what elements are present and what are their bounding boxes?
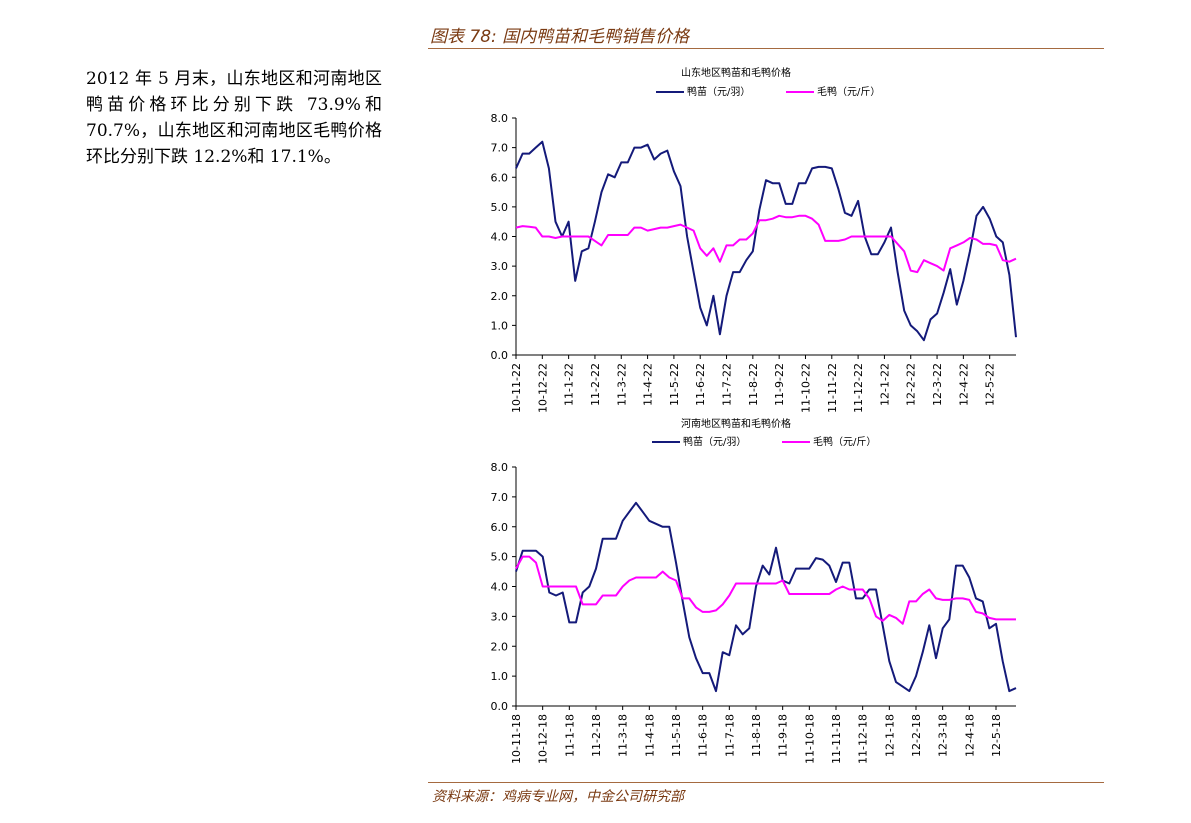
x-tick-label: 11-11-22 xyxy=(826,363,839,413)
series-line-meat-duck xyxy=(515,555,1016,625)
x-tick-label: 11-4-22 xyxy=(642,363,655,406)
x-tick-label: 11-5-18 xyxy=(670,714,683,757)
y-tick-label: 2.0 xyxy=(491,290,509,303)
x-tick-label: 12-3-18 xyxy=(937,714,950,757)
legend-label-duckling: 鸭苗（元/羽） xyxy=(683,435,746,448)
x-tick-label: 11-1-22 xyxy=(563,363,576,406)
x-tick-label: 11-7-22 xyxy=(721,363,734,406)
x-tick-label: 11-8-22 xyxy=(747,363,760,406)
series-line-duckling xyxy=(515,140,1017,342)
x-tick-label: 12-4-22 xyxy=(957,363,970,406)
figure-title: 图表 78: 国内鸭苗和毛鸭销售价格 xyxy=(430,27,690,47)
y-tick-label: 3.0 xyxy=(491,260,509,273)
x-tick-label: 11-9-22 xyxy=(773,363,786,406)
y-tick-label: 3.0 xyxy=(491,610,509,623)
x-tick-label: 12-1-18 xyxy=(883,714,896,757)
y-tick-label: 6.0 xyxy=(491,171,509,184)
y-tick-label: 1.0 xyxy=(491,670,509,683)
y-tick-label: 5.0 xyxy=(491,201,509,214)
series-line-meat-duck xyxy=(515,214,1017,274)
x-tick-label: 11-1-18 xyxy=(563,714,576,757)
y-tick-label: 1.0 xyxy=(491,319,509,332)
legend-label-meat-duck: 毛鸭（元/斤） xyxy=(813,435,876,448)
x-tick-label: 11-9-18 xyxy=(777,714,790,757)
chart-title: 山东地区鸭苗和毛鸭价格 xyxy=(681,66,791,79)
x-tick-label: 12-1-22 xyxy=(878,363,891,406)
y-tick-label: 7.0 xyxy=(491,142,509,155)
y-tick-label: 0.0 xyxy=(491,700,509,713)
footer-rule xyxy=(428,782,1104,783)
x-tick-label: 12-2-22 xyxy=(905,363,918,406)
x-tick-label: 11-12-22 xyxy=(852,363,865,413)
y-tick-label: 4.0 xyxy=(491,231,509,244)
x-tick-label: 12-5-18 xyxy=(990,714,1003,757)
series-line-duckling xyxy=(515,501,1017,693)
x-tick-label: 12-3-22 xyxy=(931,363,944,406)
x-tick-label: 11-6-22 xyxy=(694,363,707,406)
header-rule xyxy=(428,48,1104,49)
x-tick-label: 10-12-22 xyxy=(536,363,549,413)
x-tick-label: 12-5-22 xyxy=(984,363,997,406)
y-tick-label: 7.0 xyxy=(491,491,509,504)
x-tick-label: 11-10-18 xyxy=(803,714,816,764)
x-tick-label: 10-11-22 xyxy=(510,363,523,413)
x-tick-label: 11-4-18 xyxy=(643,714,656,757)
legend-label-duckling: 鸭苗（元/羽） xyxy=(687,85,750,98)
y-tick-label: 2.0 xyxy=(491,640,509,653)
legend-label-meat-duck: 毛鸭（元/斤） xyxy=(817,85,880,98)
x-tick-label: 11-3-18 xyxy=(617,714,630,757)
x-tick-label: 10-11-18 xyxy=(510,714,523,764)
y-tick-label: 6.0 xyxy=(491,521,509,534)
y-tick-label: 0.0 xyxy=(491,349,509,362)
y-tick-label: 5.0 xyxy=(491,551,509,564)
commentary-text: 2012 年 5 月末，山东地区和河南地区鸭苗价格环比分别下跌 73.9%和 7… xyxy=(86,69,382,167)
y-tick-label: 8.0 xyxy=(491,461,509,474)
x-tick-label: 11-12-18 xyxy=(857,714,870,764)
x-tick-label: 12-4-18 xyxy=(963,714,976,757)
x-tick-label: 11-7-18 xyxy=(723,714,736,757)
x-tick-label: 11-3-22 xyxy=(615,363,628,406)
x-tick-label: 10-12-18 xyxy=(537,714,550,764)
x-tick-label: 11-2-18 xyxy=(590,714,603,757)
x-tick-label: 11-2-22 xyxy=(589,363,602,406)
source-note: 资料来源：鸡病专业网，中金公司研究部 xyxy=(432,789,684,805)
x-tick-label: 12-2-18 xyxy=(910,714,923,757)
x-tick-label: 11-10-22 xyxy=(799,363,812,413)
x-tick-label: 11-5-22 xyxy=(668,363,681,406)
y-tick-label: 8.0 xyxy=(491,112,509,125)
x-tick-label: 11-8-18 xyxy=(750,714,763,757)
x-tick-label: 11-11-18 xyxy=(830,714,843,764)
y-tick-label: 4.0 xyxy=(491,581,509,594)
x-tick-label: 11-6-18 xyxy=(697,714,710,757)
chart-title: 河南地区鸭苗和毛鸭价格 xyxy=(681,417,791,430)
